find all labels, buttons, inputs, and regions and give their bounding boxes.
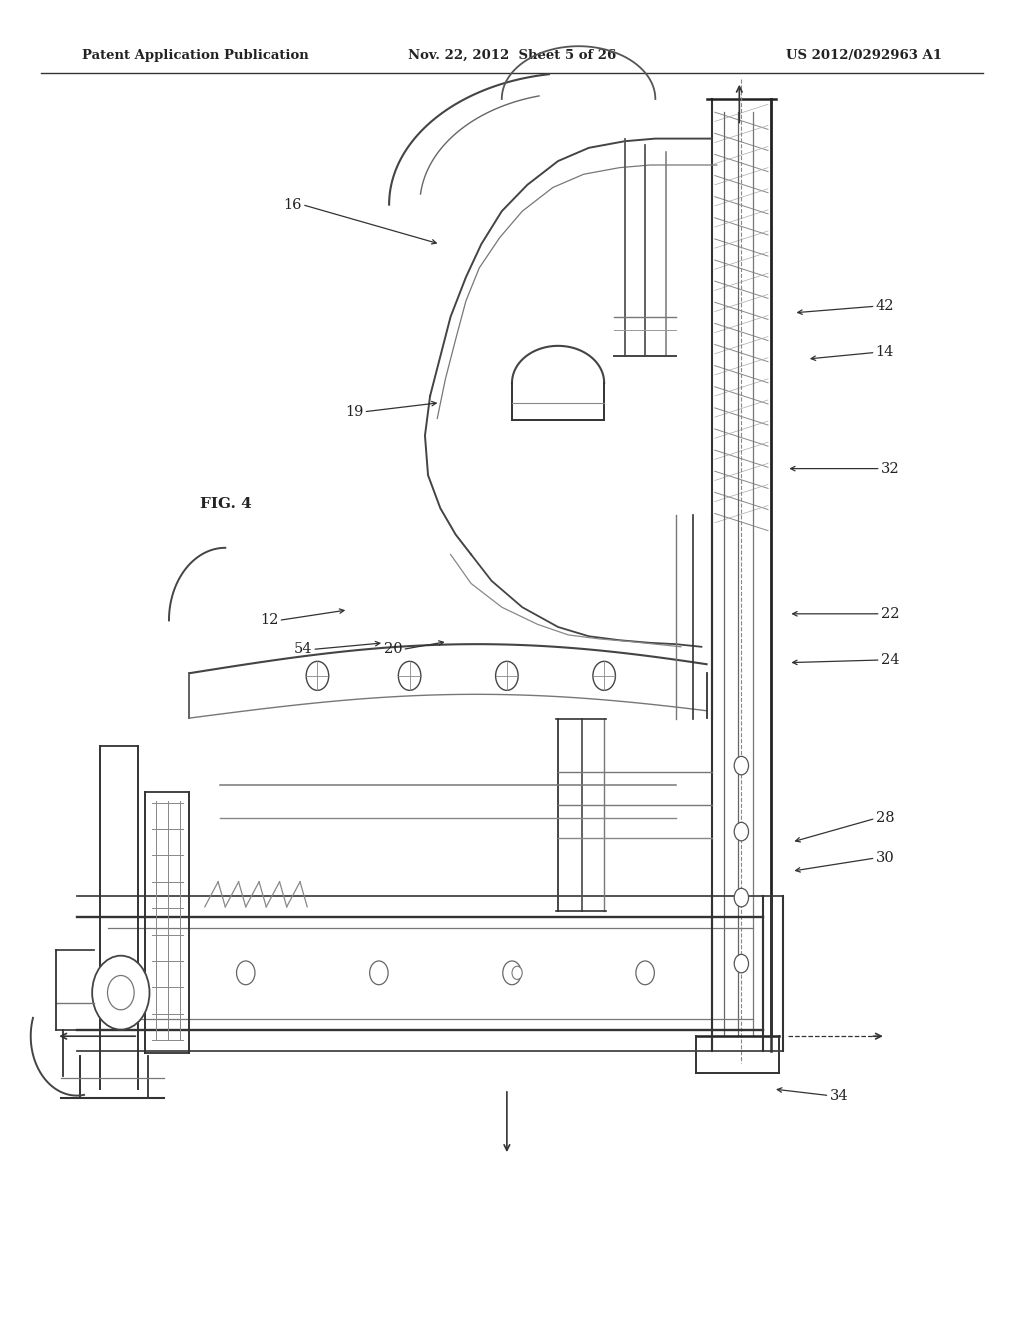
Text: 24: 24: [881, 653, 899, 667]
Circle shape: [734, 756, 749, 775]
Text: 14: 14: [876, 346, 894, 359]
Circle shape: [503, 961, 521, 985]
Text: US 2012/0292963 A1: US 2012/0292963 A1: [786, 49, 942, 62]
Text: 34: 34: [829, 1089, 848, 1102]
Text: 32: 32: [881, 462, 899, 475]
Circle shape: [496, 661, 518, 690]
Text: 28: 28: [876, 812, 894, 825]
Text: 42: 42: [876, 300, 894, 313]
Circle shape: [734, 888, 749, 907]
Text: 12: 12: [260, 614, 279, 627]
Text: Patent Application Publication: Patent Application Publication: [82, 49, 308, 62]
Text: 20: 20: [384, 643, 402, 656]
Circle shape: [593, 661, 615, 690]
Circle shape: [108, 975, 134, 1010]
Text: 19: 19: [345, 405, 364, 418]
Circle shape: [734, 954, 749, 973]
Circle shape: [512, 966, 522, 979]
Text: FIG. 4: FIG. 4: [200, 498, 252, 511]
Circle shape: [398, 661, 421, 690]
Circle shape: [636, 961, 654, 985]
Circle shape: [92, 956, 150, 1030]
Text: 16: 16: [284, 198, 302, 211]
Text: Nov. 22, 2012  Sheet 5 of 26: Nov. 22, 2012 Sheet 5 of 26: [408, 49, 616, 62]
Circle shape: [370, 961, 388, 985]
Text: 54: 54: [294, 643, 312, 656]
Text: 22: 22: [881, 607, 899, 620]
Circle shape: [237, 961, 255, 985]
Text: 30: 30: [876, 851, 894, 865]
Circle shape: [734, 822, 749, 841]
Circle shape: [306, 661, 329, 690]
